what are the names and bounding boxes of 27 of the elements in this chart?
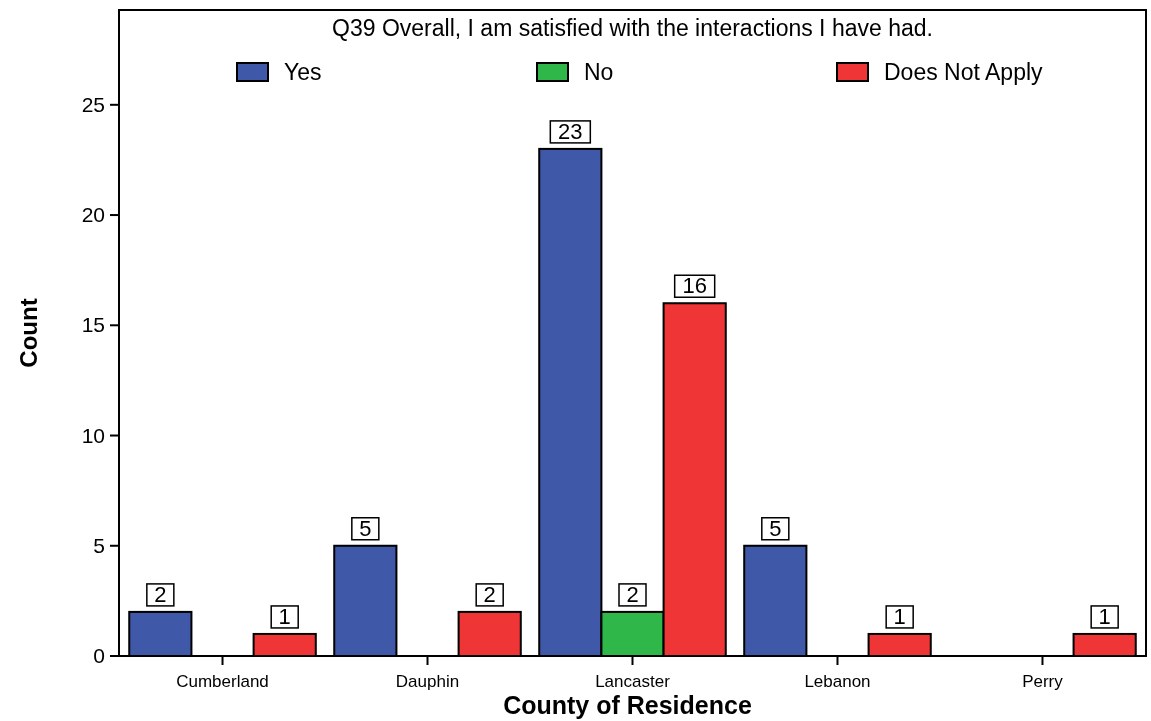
data-label: 5 xyxy=(359,515,372,541)
data-label: 1 xyxy=(278,603,291,629)
data-label: 1 xyxy=(1098,603,1111,629)
x-tick-label: Perry xyxy=(1022,672,1064,691)
data-label: 23 xyxy=(558,118,583,144)
data-label: 1 xyxy=(893,603,906,629)
y-tick-label: 25 xyxy=(81,92,105,116)
x-axis-title: County of Residence xyxy=(503,691,752,719)
data-label: 16 xyxy=(682,273,707,299)
y-tick-label: 20 xyxy=(81,203,105,227)
y-tick-label: 5 xyxy=(93,533,105,557)
y-tick-label: 0 xyxy=(93,644,105,667)
data-label: 2 xyxy=(483,581,496,607)
x-tick-label: Lebanon xyxy=(804,672,871,691)
legend-label: Yes xyxy=(284,59,322,85)
data-label: 2 xyxy=(154,581,167,607)
x-tick-label: Dauphin xyxy=(395,672,460,691)
y-tick-label: 10 xyxy=(81,423,105,447)
legend-label: Does Not Apply xyxy=(884,59,1044,85)
x-tick-label: Cumberland xyxy=(176,672,269,691)
chart-title: Q39 Overall, I am satisfied with the interactions I have had. xyxy=(332,15,933,41)
legend-label: No xyxy=(584,59,614,85)
data-label: 5 xyxy=(769,515,782,541)
data-label: 2 xyxy=(626,581,639,607)
y-axis-title: Count xyxy=(15,298,42,368)
x-tick-label: Lancaster xyxy=(595,672,671,691)
y-tick-label: 15 xyxy=(81,313,105,337)
